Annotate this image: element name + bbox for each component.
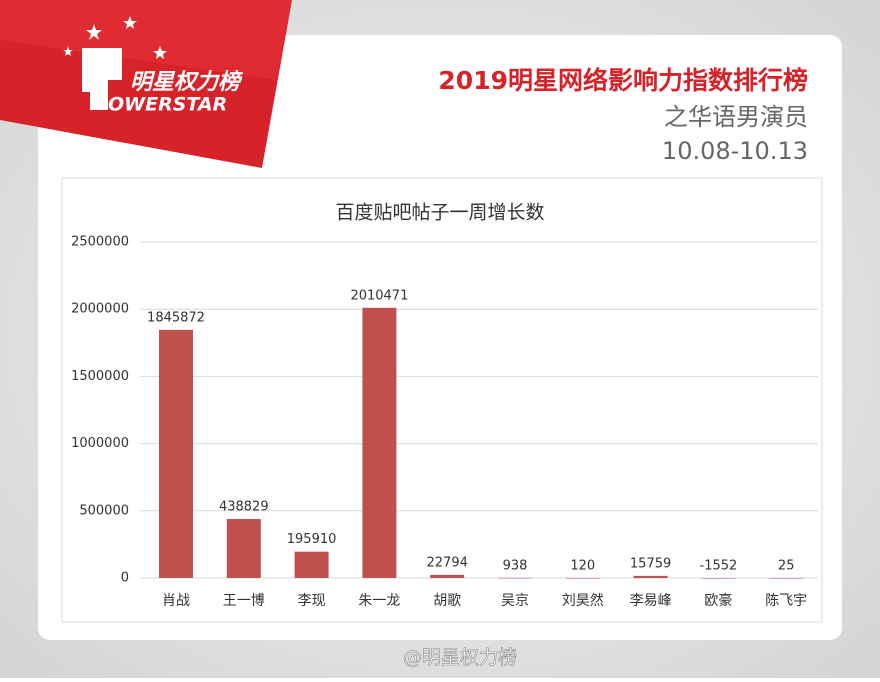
x-tick-label: 欧豪 [704, 593, 732, 609]
y-tick-label: 1500000 [71, 369, 129, 384]
y-tick-label: 2500000 [71, 235, 129, 250]
bar [362, 307, 397, 578]
bar [498, 577, 532, 579]
x-tick-label: 肖战 [162, 593, 190, 609]
logo-cn: 明星权力榜 [130, 69, 244, 95]
chart-title: 百度贴吧帖子一周增长数 [335, 202, 544, 224]
watermark: @明星权力榜 [403, 647, 517, 669]
logo-en: OWERSTAR [108, 94, 227, 116]
x-tick-label: 李现 [298, 593, 326, 609]
date: 10.08-10.13 [662, 137, 808, 165]
value-label: 438829 [219, 500, 269, 515]
value-label: 1845872 [147, 310, 205, 325]
x-tick-label: 朱一龙 [358, 593, 400, 609]
value-label: 195910 [287, 532, 337, 547]
y-tick-label: 1000000 [71, 436, 129, 451]
subtitle: 之华语男演员 [664, 103, 808, 131]
bar [430, 574, 465, 578]
x-tick-label: 陈飞宇 [765, 592, 807, 609]
value-label: 2010471 [350, 288, 408, 303]
value-label: 938 [503, 558, 528, 573]
value-label: 15759 [630, 556, 671, 571]
title: 2019明星网络影响力指数排行榜 [438, 66, 808, 95]
value-label: 22794 [427, 555, 468, 570]
bar [294, 551, 329, 578]
x-tick-label: 胡歌 [433, 593, 461, 609]
bar [701, 578, 736, 579]
y-tick-label: 0 [121, 571, 129, 586]
x-tick-label: 吴京 [501, 593, 529, 609]
y-tick-label: 2000000 [71, 302, 129, 317]
x-tick-label: 李易峰 [630, 593, 672, 609]
stars [63, 16, 167, 59]
bar [159, 329, 193, 578]
logo-banner-shade [0, 0, 292, 80]
bar [226, 519, 261, 578]
fist-icon [82, 48, 122, 110]
bar [565, 577, 600, 579]
x-tick-label: 刘昊然 [562, 592, 604, 609]
bar [769, 577, 804, 579]
value-label: -1552 [700, 559, 738, 574]
value-label: 25 [778, 558, 795, 573]
value-label: 120 [570, 558, 595, 573]
x-tick-label: 王一博 [223, 592, 265, 609]
bar [633, 575, 668, 578]
y-tick-label: 500000 [79, 503, 129, 518]
